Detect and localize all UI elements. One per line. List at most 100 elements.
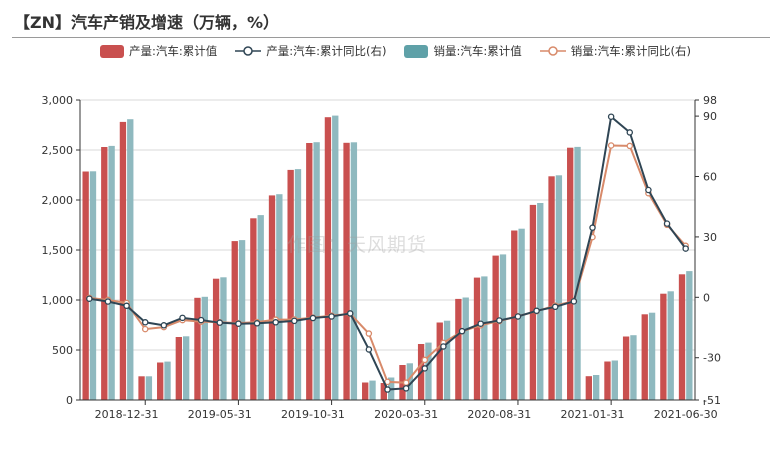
sales-bar [555, 175, 563, 400]
right-tick-label: -51 [703, 394, 721, 407]
right-tick-label: 30 [703, 231, 717, 244]
sales-bar [294, 169, 302, 400]
sales-bar [108, 145, 115, 400]
legend-label: 产量:汽车:累计值 [129, 44, 218, 58]
sales-bar [313, 142, 320, 400]
sales-bar [145, 376, 153, 400]
sales-bar [183, 336, 190, 400]
production-bar [268, 195, 276, 400]
right-tick-label: 90 [703, 110, 717, 123]
sales-bar [443, 320, 451, 400]
sales-bar [406, 363, 413, 400]
production-yoy-point [384, 386, 391, 393]
production-yoy-point [645, 186, 652, 194]
left-tick-label: 3,000 [42, 94, 74, 107]
production-yoy-point [682, 245, 689, 252]
production-bar [641, 314, 648, 400]
sales-bar [593, 375, 600, 400]
production-bar [622, 336, 630, 400]
sales-bar [127, 119, 134, 400]
left-tick-label: 500 [52, 344, 73, 357]
legend-item-production-value[interactable]: 产量:汽车:累计值 [100, 43, 217, 59]
production-bar [231, 241, 238, 400]
sales-bar [164, 361, 171, 400]
production-bar [455, 298, 462, 400]
production-bar [324, 117, 332, 400]
production-yoy-point [365, 346, 373, 353]
grid-lines [80, 99, 695, 351]
legend-item-production-yoy[interactable]: 产量:汽车:累计同比(右) [235, 43, 386, 59]
production-yoy-point [346, 310, 354, 317]
production-yoy-point [216, 319, 224, 326]
production-bar [250, 218, 257, 400]
sales-bar [574, 146, 581, 400]
production-yoy-point [421, 365, 429, 372]
sales-bar [499, 254, 507, 400]
bar-series [82, 115, 693, 401]
left-tick-label: 0 [66, 394, 73, 407]
chart-legend: 产量:汽车:累计值 产量:汽车:累计同比(右) 销量:汽车:累计值 销量:汽车:… [100, 43, 691, 59]
production-yoy-point [235, 320, 242, 327]
production-yoy-point [291, 317, 298, 325]
sales-bar [350, 142, 358, 401]
left-tick-label: 2,000 [42, 194, 74, 207]
x-tick-label: 2021-01-31 [561, 408, 625, 421]
sales-bar [89, 171, 97, 400]
legend-label: 销量:汽车:累计同比(右) [570, 44, 691, 58]
sales-bar [481, 276, 488, 400]
left-tick-label: 2,500 [42, 144, 74, 157]
production-bar [585, 376, 592, 400]
title-divider [12, 37, 770, 38]
production-yoy-point [104, 298, 112, 305]
x-tick-label: 2019-05-31 [188, 408, 252, 421]
x-tick-label: 2018-12-31 [95, 408, 159, 421]
axes: 0 500 1,000 1,500 2,000 2,500 3,000 -51 -30 0 30 60… [42, 94, 721, 421]
production-yoy-point [663, 220, 671, 227]
left-tick-label: 1,500 [42, 244, 74, 257]
sales-yoy-point [626, 142, 634, 150]
legend-swatch-production-line [235, 46, 262, 56]
production-yoy-point [551, 303, 559, 311]
production-bar [362, 382, 369, 400]
production-yoy-point [123, 302, 130, 310]
production-yoy-point [570, 298, 578, 305]
production-bar [511, 230, 518, 400]
production-yoy-point [402, 385, 410, 392]
sales-bar [611, 360, 618, 400]
legend-label: 产量:汽车:累计同比(右) [266, 44, 387, 58]
sales-bar [220, 277, 227, 400]
production-yoy-point [589, 224, 596, 231]
production-bar [529, 204, 537, 400]
production-bar [101, 147, 108, 400]
watermark: 作图：天风期货 [287, 234, 428, 256]
chart-title: 【ZN】汽车产销及增速（万辆，%） [14, 13, 280, 32]
legend-swatch-sales-line [539, 46, 566, 56]
sales-bar [201, 296, 208, 400]
sales-bar [648, 312, 656, 400]
sales-bar [537, 203, 544, 400]
sales-bar [667, 291, 674, 400]
sales-bar [630, 335, 637, 400]
line-series [86, 113, 689, 393]
sales-bar [332, 115, 339, 400]
production-bar [436, 322, 443, 400]
production-yoy-point [533, 307, 540, 315]
sales-bar [369, 380, 376, 400]
production-yoy-point [328, 313, 335, 320]
right-tick-label: -30 [703, 352, 721, 365]
sales-bar [238, 240, 246, 400]
legend-item-sales-yoy[interactable]: 销量:汽车:累计同比(右) [539, 43, 691, 59]
right-tick-label: 0 [703, 291, 710, 304]
production-bar [194, 297, 201, 400]
production-bar [306, 143, 313, 400]
production-yoy-point [496, 317, 503, 324]
production-bar [548, 176, 555, 400]
production-yoy-point [458, 327, 466, 335]
legend-item-sales-value[interactable]: 销量:汽车:累计值 [404, 43, 522, 59]
production-bar [287, 169, 294, 400]
production-bar [175, 337, 182, 400]
legend-label: 销量:汽车:累计值 [433, 44, 522, 58]
production-yoy-point [477, 320, 484, 327]
sales-bar [276, 194, 283, 400]
production-bar [567, 147, 574, 400]
